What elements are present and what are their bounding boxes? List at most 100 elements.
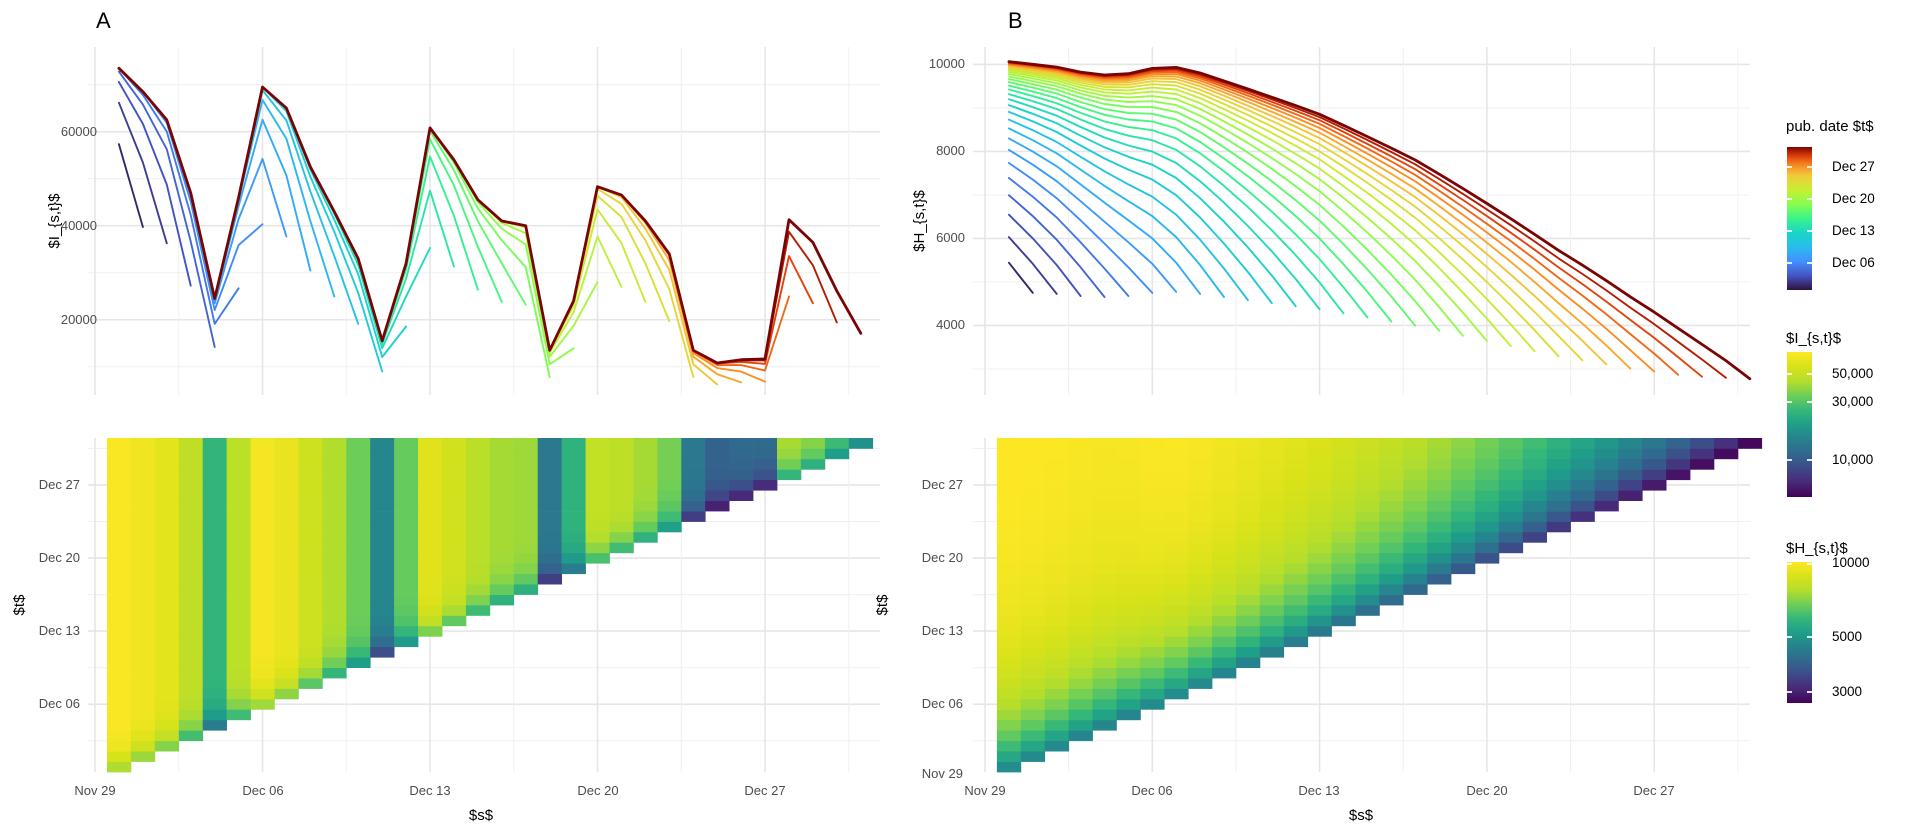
heatmap-cell [1498,490,1524,501]
heatmap-cell [250,625,275,637]
heatmap-cell [1020,500,1046,512]
heatmap-cell [1522,458,1547,470]
heatmap-cell [1068,490,1093,501]
heatmap-cell [130,563,156,575]
heatmap-cell [1092,615,1117,627]
heatmap-cell [1666,469,1691,481]
pub-date-line [117,67,790,372]
legend-tick-mark [1787,636,1792,638]
heatmap-cell [442,458,467,470]
heatmap-cell [1427,469,1452,481]
heatmap-cell [322,636,347,648]
heatmap-cell [537,479,562,491]
heatmap-cell [1475,490,1500,501]
heatmap-cell [1068,458,1093,470]
heatmap-cell [226,636,251,648]
heatmap-cell [178,563,204,575]
heatmap-cell [130,521,156,533]
heatmap-cell [705,500,730,512]
heatmap-cell [1594,490,1619,501]
heatmap-cell [465,458,491,470]
heatmap-cell [1451,469,1476,481]
heatmap-cell [1690,458,1715,470]
heatmap-cell [250,698,275,710]
heatmap-cell [1451,511,1476,522]
heatmap-cell [1188,531,1213,543]
heatmap-cell [107,625,132,637]
heatmap-cell [226,542,251,554]
heatmap-cell [154,479,180,491]
heatmap-cell [1212,594,1237,606]
heatmap-cell [1044,563,1070,575]
heatmap-cell [1044,605,1070,616]
heatmap-cell [1140,448,1165,460]
heatmap-cell [996,573,1022,585]
heatmap-cell [1068,719,1093,731]
heatmap-cell [322,448,347,460]
heatmap-cell [1140,479,1165,491]
heatmap-cell [178,458,204,470]
heatmap-cell [226,469,251,481]
heatmap-cell [1092,594,1117,606]
heatmap-cell [489,500,515,512]
heatmap-cell [346,542,371,554]
heatmap-cell [1116,563,1141,575]
heatmap-cell [442,594,467,606]
heatmap-cell [1618,490,1643,501]
heatmap-cell [226,521,251,533]
heatmap-cell [848,438,874,449]
heatmap-cell [130,438,156,449]
heatmap-cell [1236,490,1261,501]
heatmap-cell [394,563,419,575]
legend-pubdate-colorbar [1787,147,1812,290]
heatmap-cell [1140,438,1165,449]
heatmap-cell [1307,573,1332,585]
heatmap-cell [561,511,586,522]
heatmap-cell [489,490,515,501]
heatmap-cell [1570,448,1595,460]
heatmap-cell [178,636,204,648]
heatmap-cell [394,552,419,564]
heatmap-cell [1498,500,1524,512]
heatmap-cell [996,479,1022,491]
heatmap-cell [1020,646,1046,658]
heatmap-cell [1044,552,1070,564]
heatmap-cell [609,542,634,554]
heatmap-cell [202,698,227,710]
heatmap-cell [996,469,1022,481]
heatmap-cell [1403,584,1428,595]
heatmap-cell [154,646,180,658]
pub-date-line [1007,104,1297,308]
a-line-ytick: 60000 [60,124,97,139]
heatmap-cell [465,448,491,460]
heatmap-cell [1164,636,1189,648]
heatmap-cell [1379,448,1404,460]
heatmap-cell [1068,646,1093,658]
heatmap-cell [1403,521,1428,533]
heatmap-cell [1212,584,1237,595]
heatmap-cell [1140,678,1165,689]
heatmap-cell [202,490,227,501]
heatmap-cell [1307,448,1332,460]
heatmap-cell [1140,573,1165,585]
heatmap-cell [1044,688,1070,700]
heatmap-cell [418,605,443,616]
heatmap-cell [1020,605,1046,616]
b-heat-xtick: Dec 27 [1633,783,1675,798]
heatmap-cell [1690,448,1715,460]
heatmap-cell [1283,438,1309,449]
pub-date-line [117,67,647,352]
heatmap-cell [537,438,562,449]
heatmap-cell [394,469,419,481]
heatmap-cell [1188,678,1213,689]
heatmap-cell [1212,646,1237,658]
heatmap-cell [705,490,730,501]
heatmap-cell [202,636,227,648]
heatmap-cell [1451,500,1476,512]
heatmap-cell [1475,458,1500,470]
heatmap-cell [178,511,204,522]
heatmap-cell [226,573,251,585]
heatmap-cell [1164,479,1189,491]
heatmap-cell [1068,552,1093,564]
